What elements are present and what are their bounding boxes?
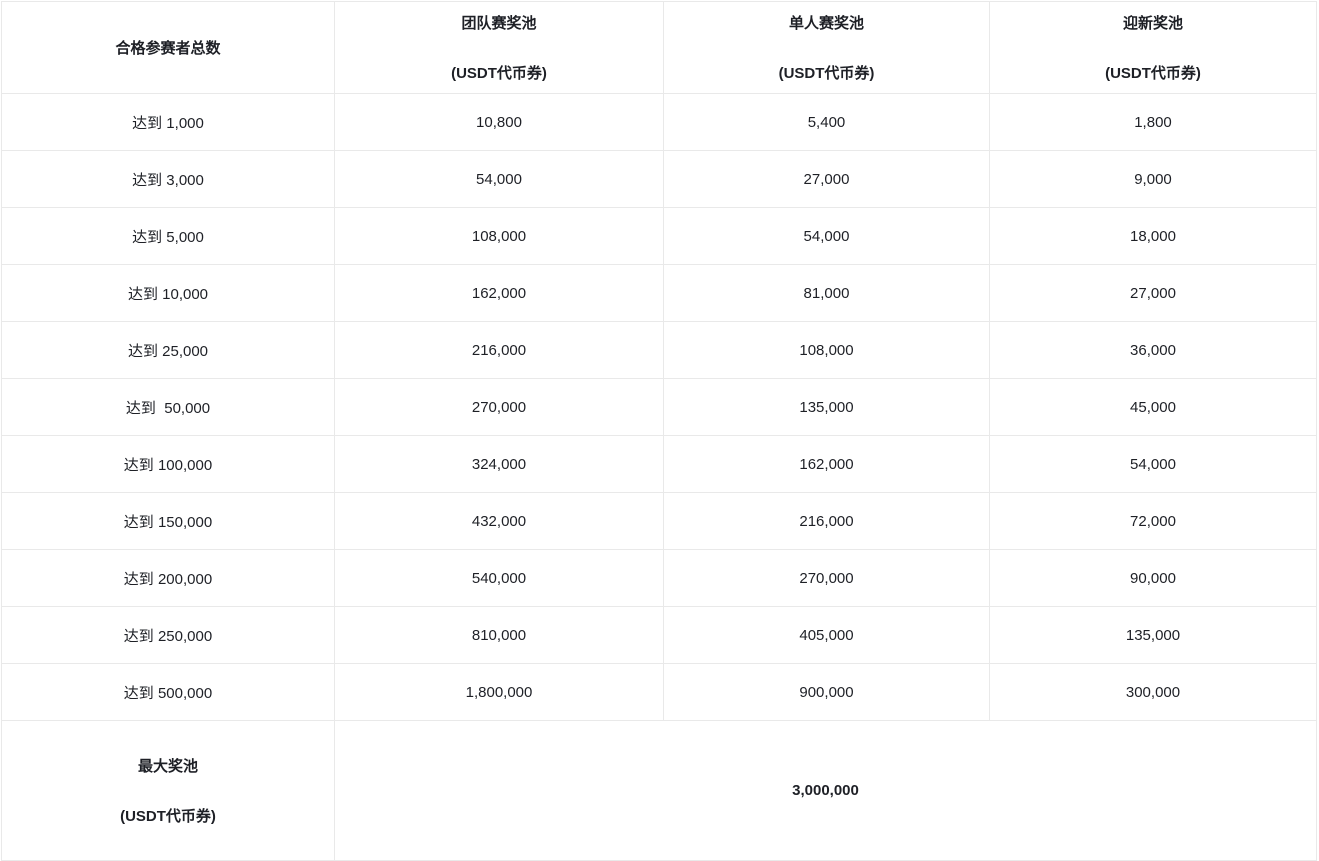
table-row: 达到 10,000 162,000 81,000 27,000 bbox=[1, 264, 1317, 322]
cell-team-pool: 10,800 bbox=[334, 93, 664, 151]
cell-individual-pool: 162,000 bbox=[663, 435, 990, 493]
cell-individual-pool: 270,000 bbox=[663, 549, 990, 607]
column-header-participants: 合格参赛者总数 bbox=[1, 1, 335, 94]
table-row: 达到 250,000 810,000 405,000 135,000 bbox=[1, 606, 1317, 664]
cell-participants: 达到 50,000 bbox=[1, 378, 335, 436]
cell-team-pool: 810,000 bbox=[334, 606, 664, 664]
cell-individual-pool: 216,000 bbox=[663, 492, 990, 550]
footer-row: 最大奖池 (USDT代币券) 3,000,000 bbox=[1, 720, 1317, 861]
table-row: 达到 3,000 54,000 27,000 9,000 bbox=[1, 150, 1317, 208]
column-subtitle: (USDT代币券) bbox=[1105, 65, 1201, 82]
table-body: 达到 1,000 10,800 5,400 1,800 达到 3,000 54,… bbox=[1, 93, 1317, 721]
cell-newcomer-pool: 36,000 bbox=[989, 321, 1317, 379]
table-row: 达到 1,000 10,800 5,400 1,800 bbox=[1, 93, 1317, 151]
cell-individual-pool: 27,000 bbox=[663, 150, 990, 208]
column-title: 单人赛奖池 bbox=[788, 15, 864, 32]
max-pool-value-cell: 3,000,000 bbox=[334, 720, 1317, 861]
cell-participants: 达到 3,000 bbox=[1, 150, 335, 208]
cell-newcomer-pool: 90,000 bbox=[989, 549, 1317, 607]
table-row: 达到 50,000 270,000 135,000 45,000 bbox=[1, 378, 1317, 436]
max-pool-label-line1: 最大奖池 bbox=[137, 758, 198, 775]
table-row: 达到 500,000 1,800,000 900,000 300,000 bbox=[1, 663, 1317, 721]
cell-participants: 达到 150,000 bbox=[1, 492, 335, 550]
cell-participants: 达到 1,000 bbox=[1, 93, 335, 151]
table-footer: 最大奖池 (USDT代币券) 3,000,000 bbox=[1, 720, 1317, 861]
cell-newcomer-pool: 9,000 bbox=[989, 150, 1317, 208]
column-subtitle: (USDT代币券) bbox=[451, 65, 547, 82]
cell-team-pool: 1,800,000 bbox=[334, 663, 664, 721]
cell-individual-pool: 5,400 bbox=[663, 93, 990, 151]
table-row: 达到 100,000 324,000 162,000 54,000 bbox=[1, 435, 1317, 493]
column-subtitle: (USDT代币券) bbox=[778, 65, 875, 82]
cell-newcomer-pool: 54,000 bbox=[989, 435, 1317, 493]
cell-team-pool: 54,000 bbox=[334, 150, 664, 208]
column-title: 迎新奖池 bbox=[1122, 15, 1183, 32]
cell-newcomer-pool: 1,800 bbox=[989, 93, 1317, 151]
column-header-newcomer-pool: 迎新奖池 (USDT代币券) bbox=[989, 1, 1317, 94]
cell-newcomer-pool: 45,000 bbox=[989, 378, 1317, 436]
cell-newcomer-pool: 135,000 bbox=[989, 606, 1317, 664]
cell-team-pool: 108,000 bbox=[334, 207, 664, 265]
cell-individual-pool: 54,000 bbox=[663, 207, 990, 265]
table-row: 达到 25,000 216,000 108,000 36,000 bbox=[1, 321, 1317, 379]
cell-team-pool: 216,000 bbox=[334, 321, 664, 379]
column-header-individual-pool: 单人赛奖池 (USDT代币券) bbox=[663, 1, 990, 94]
cell-participants: 达到 5,000 bbox=[1, 207, 335, 265]
cell-individual-pool: 135,000 bbox=[663, 378, 990, 436]
cell-team-pool: 540,000 bbox=[334, 549, 664, 607]
cell-individual-pool: 81,000 bbox=[663, 264, 990, 322]
cell-participants: 达到 25,000 bbox=[1, 321, 335, 379]
cell-individual-pool: 108,000 bbox=[663, 321, 990, 379]
cell-team-pool: 432,000 bbox=[334, 492, 664, 550]
cell-participants: 达到 250,000 bbox=[1, 606, 335, 664]
column-title: 合格参赛者总数 bbox=[115, 40, 221, 57]
cell-newcomer-pool: 72,000 bbox=[989, 492, 1317, 550]
cell-participants: 达到 200,000 bbox=[1, 549, 335, 607]
cell-team-pool: 324,000 bbox=[334, 435, 664, 493]
cell-participants: 达到 10,000 bbox=[1, 264, 335, 322]
table-header: 合格参赛者总数 团队赛奖池 (USDT代币券) 单人赛奖池 (USDT代币券) bbox=[1, 1, 1317, 94]
column-title: 团队赛奖池 bbox=[461, 15, 537, 32]
cell-team-pool: 162,000 bbox=[334, 264, 664, 322]
cell-newcomer-pool: 18,000 bbox=[989, 207, 1317, 265]
table-row: 达到 150,000 432,000 216,000 72,000 bbox=[1, 492, 1317, 550]
table-row: 达到 5,000 108,000 54,000 18,000 bbox=[1, 207, 1317, 265]
cell-individual-pool: 405,000 bbox=[663, 606, 990, 664]
cell-participants: 达到 500,000 bbox=[1, 663, 335, 721]
cell-individual-pool: 900,000 bbox=[663, 663, 990, 721]
cell-participants: 达到 100,000 bbox=[1, 435, 335, 493]
header-row: 合格参赛者总数 团队赛奖池 (USDT代币券) 单人赛奖池 (USDT代币券) bbox=[1, 1, 1317, 94]
max-pool-label-cell: 最大奖池 (USDT代币券) bbox=[1, 720, 335, 861]
cell-newcomer-pool: 300,000 bbox=[989, 663, 1317, 721]
max-pool-label-line2: (USDT代币券) bbox=[120, 808, 216, 825]
table-row: 达到 200,000 540,000 270,000 90,000 bbox=[1, 549, 1317, 607]
column-header-team-pool: 团队赛奖池 (USDT代币券) bbox=[334, 1, 664, 94]
cell-team-pool: 270,000 bbox=[334, 378, 664, 436]
cell-newcomer-pool: 27,000 bbox=[989, 264, 1317, 322]
